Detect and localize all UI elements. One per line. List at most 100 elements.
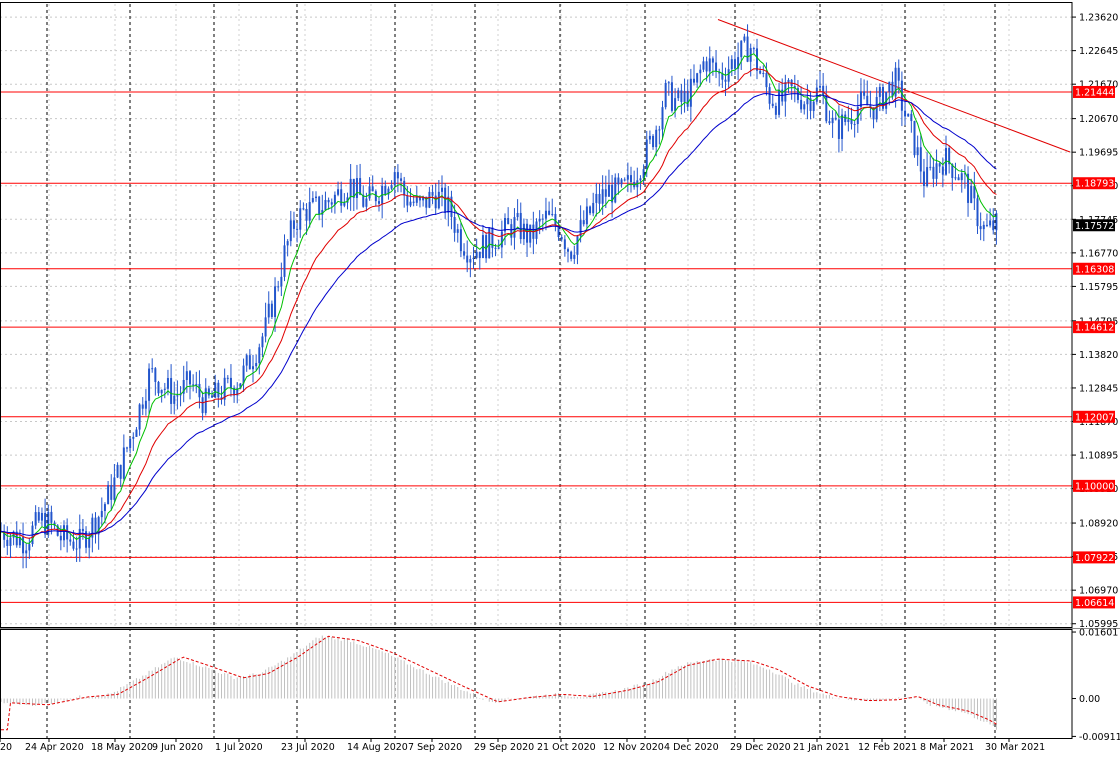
candle — [463, 243, 466, 260]
price-tick-label: 1.06970 — [1079, 586, 1118, 597]
candle — [620, 177, 623, 188]
candle — [252, 354, 254, 383]
candle — [557, 219, 560, 241]
candle — [349, 164, 352, 211]
candle — [485, 232, 488, 263]
candle — [841, 108, 844, 152]
candle — [699, 64, 702, 87]
candle-body — [103, 504, 106, 511]
candle-body — [384, 185, 387, 195]
candle — [664, 79, 667, 110]
ma-line-slow — [0, 92, 997, 536]
candle-body — [904, 110, 907, 117]
candle — [119, 464, 122, 488]
price-tick-label: 1.12845 — [1079, 383, 1118, 394]
candle — [267, 291, 270, 324]
candle — [686, 79, 689, 112]
current-price-tag-box — [1073, 219, 1115, 232]
candle — [163, 382, 166, 399]
candle — [469, 255, 472, 278]
candle-body — [711, 58, 714, 63]
candle — [938, 161, 941, 173]
candle-body — [888, 81, 891, 92]
candle-body — [787, 79, 790, 83]
candle-body — [324, 199, 327, 210]
candle-body — [12, 531, 15, 538]
candle-body — [75, 548, 78, 550]
candle — [318, 195, 321, 221]
candle — [409, 188, 412, 208]
candle-body — [305, 208, 308, 221]
candle-body — [661, 107, 664, 130]
candle — [384, 180, 387, 196]
candle — [544, 197, 547, 231]
candle-body — [538, 218, 541, 222]
level-tag-label: 1.10000 — [1075, 481, 1114, 492]
candle-body — [630, 175, 632, 182]
candle — [803, 101, 806, 115]
candle-body — [500, 231, 503, 248]
candle-body — [929, 166, 932, 168]
candle-body — [144, 400, 147, 409]
candle — [825, 85, 828, 124]
candle — [157, 380, 160, 397]
trendline[interactable] — [717, 19, 1071, 153]
candle-body — [47, 511, 50, 535]
candle — [667, 80, 670, 96]
candle — [932, 157, 935, 188]
signal-line — [1, 635, 997, 731]
candle — [740, 40, 743, 71]
candle — [113, 464, 116, 504]
candle-body — [274, 286, 277, 317]
candle-body — [66, 525, 69, 540]
candle — [888, 81, 891, 106]
oscillator-tick-label: 0.00 — [1079, 694, 1100, 705]
candle-body — [667, 82, 670, 84]
candle — [985, 213, 988, 228]
candle — [696, 72, 699, 88]
candle — [126, 446, 128, 453]
candle-body — [859, 91, 862, 107]
candle-body — [97, 517, 100, 535]
candle-body — [403, 180, 406, 196]
candle-body — [72, 541, 75, 549]
candle-body — [352, 178, 355, 198]
candle — [592, 192, 595, 217]
trendline-line[interactable] — [717, 19, 1071, 153]
candle — [746, 24, 749, 63]
candle-body — [40, 512, 43, 521]
candle — [579, 205, 582, 243]
candle — [683, 78, 686, 113]
candle — [507, 207, 510, 225]
candle-body — [148, 368, 151, 401]
candle — [116, 462, 119, 479]
candle-body — [236, 388, 239, 396]
candle — [548, 201, 551, 216]
candle-body — [614, 177, 617, 203]
candle-body — [762, 72, 765, 74]
candle-body — [315, 196, 317, 199]
candle — [941, 157, 944, 188]
candle-body — [85, 531, 88, 548]
candle — [277, 280, 280, 292]
candle — [973, 171, 976, 211]
candle-body — [926, 167, 929, 187]
candle — [598, 183, 601, 213]
time-tick-label: 4 Dec 2020 — [664, 742, 719, 753]
candle — [25, 543, 28, 569]
price-tick-label: 1.22645 — [1079, 46, 1118, 57]
candle-body — [6, 539, 9, 546]
candle-body — [346, 197, 349, 203]
candle — [935, 149, 938, 187]
candle-body — [204, 388, 207, 414]
candle-body — [412, 201, 415, 203]
horizontal-levels[interactable] — [0, 91, 1072, 603]
candle-body — [59, 535, 62, 541]
candle-body — [122, 447, 125, 479]
candle-body — [837, 119, 840, 139]
candle-body — [834, 117, 837, 120]
candle-body — [778, 89, 781, 115]
candle — [207, 385, 210, 399]
candle-body — [973, 185, 976, 199]
